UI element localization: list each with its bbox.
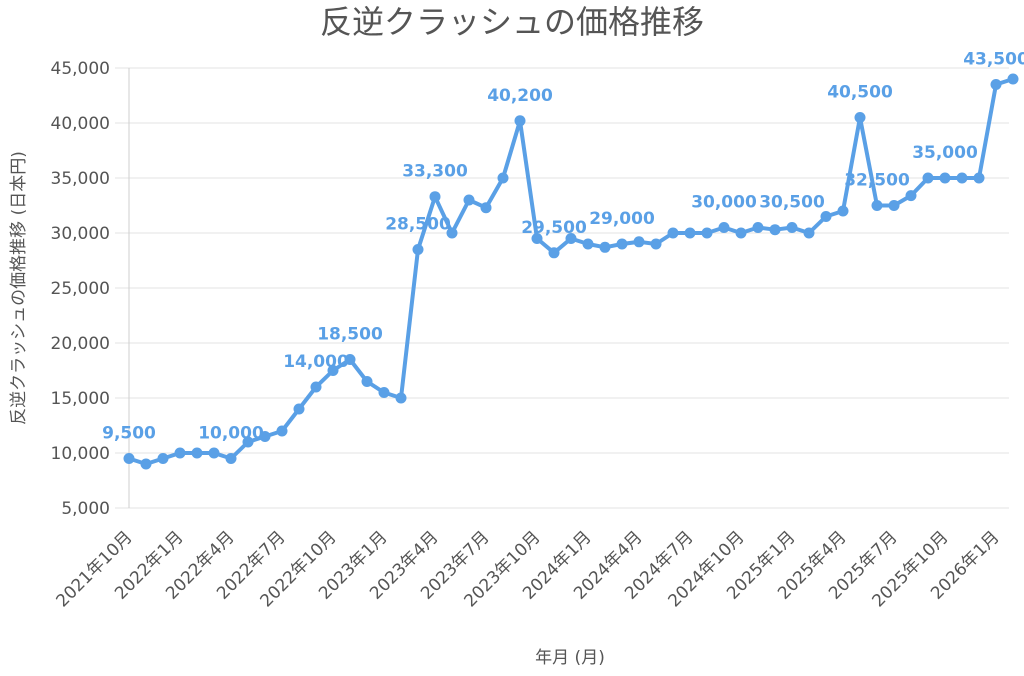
price-series xyxy=(123,73,1019,470)
gridlines xyxy=(115,67,1009,509)
data-point xyxy=(905,190,917,202)
data-point xyxy=(429,191,441,203)
data-point xyxy=(157,453,169,464)
data-point xyxy=(973,172,985,184)
data-point xyxy=(361,376,373,387)
data-point xyxy=(599,241,611,253)
y-tick-label: 35,000 xyxy=(51,169,110,189)
data-label: 40,500 xyxy=(827,83,893,103)
data-point xyxy=(395,392,407,404)
data-label: 29,000 xyxy=(589,209,655,229)
data-point xyxy=(276,425,288,437)
data-point xyxy=(463,194,475,206)
data-point xyxy=(633,236,645,248)
data-point xyxy=(242,436,254,448)
data-point xyxy=(888,200,900,211)
data-point xyxy=(735,227,747,239)
data-point xyxy=(225,453,237,464)
y-tick-label: 5,000 xyxy=(61,499,110,519)
data-point xyxy=(480,202,492,214)
y-tick-label: 15,000 xyxy=(51,389,110,409)
data-point xyxy=(531,233,543,244)
data-point xyxy=(123,453,135,464)
data-point xyxy=(327,365,339,376)
data-point xyxy=(548,247,560,259)
data-point xyxy=(956,172,968,184)
data-label: 43,500 xyxy=(963,50,1024,70)
data-label: 35,000 xyxy=(912,143,978,163)
data-label: 33,300 xyxy=(402,162,468,182)
data-point xyxy=(378,387,390,398)
data-point xyxy=(497,172,509,184)
data-point xyxy=(718,222,730,233)
data-point xyxy=(293,403,305,415)
data-point xyxy=(769,224,781,236)
data-point xyxy=(786,222,798,233)
data-point xyxy=(208,447,220,459)
x-tick-labels: 2021年10月2022年1月2022年4月2022年7月2022年10月202… xyxy=(52,527,1003,611)
data-label: 32,500 xyxy=(844,171,910,191)
data-point xyxy=(939,172,951,184)
data-point xyxy=(990,79,1002,90)
y-axis-title: 反逆クラッシュの価格推移 (日本円) xyxy=(9,151,29,425)
data-label: 10,000 xyxy=(198,424,264,444)
data-point xyxy=(310,381,322,393)
data-label: 14,000 xyxy=(283,352,349,372)
data-point xyxy=(582,238,594,250)
data-point xyxy=(446,227,458,239)
data-label: 29,500 xyxy=(521,218,587,238)
data-point xyxy=(667,227,679,239)
y-tick-label: 20,000 xyxy=(51,334,110,354)
data-label: 40,200 xyxy=(487,86,553,106)
data-point xyxy=(412,244,424,255)
data-point xyxy=(922,172,934,184)
data-label: 18,500 xyxy=(317,325,383,345)
data-point xyxy=(344,354,356,365)
data-point xyxy=(565,233,577,244)
y-tick-label: 40,000 xyxy=(51,114,110,134)
data-point xyxy=(820,211,832,222)
data-label: 30,000 xyxy=(691,193,757,213)
y-tick-labels: 5,000 10,000 15,000 20,000 25,000 30,000 35,00… xyxy=(51,59,110,519)
data-point xyxy=(854,112,866,123)
data-point xyxy=(701,227,713,239)
data-point xyxy=(140,458,152,470)
data-label: 28,500 xyxy=(385,215,451,235)
data-point xyxy=(1007,73,1019,85)
data-point xyxy=(259,431,271,442)
y-tick-label: 25,000 xyxy=(51,279,110,299)
data-label: 30,500 xyxy=(759,193,825,213)
data-point xyxy=(650,238,662,250)
x-axis-title: 年月 (月) xyxy=(535,648,605,668)
y-tick-label: 10,000 xyxy=(51,444,110,464)
data-point xyxy=(752,222,764,233)
data-point xyxy=(514,115,526,127)
y-tick-label: 30,000 xyxy=(51,224,110,244)
data-point xyxy=(616,238,628,250)
data-point xyxy=(837,205,849,217)
series-line xyxy=(127,77,1015,466)
data-point xyxy=(684,227,696,239)
data-point xyxy=(191,447,203,459)
chart-title: 反逆クラッシュの価格推移 xyxy=(320,3,704,41)
data-point xyxy=(871,200,883,211)
data-labels: 9,500 10,000 14,000 18,500 28,500 33,300 40,20… xyxy=(102,50,1024,444)
data-point xyxy=(174,447,186,459)
y-tick-label: 45,000 xyxy=(51,59,110,79)
data-label: 9,500 xyxy=(102,424,156,444)
data-point xyxy=(803,227,815,239)
